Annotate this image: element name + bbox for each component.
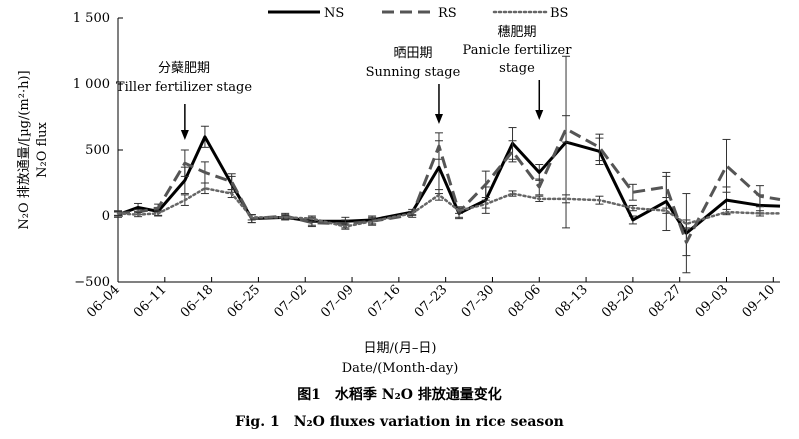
x-tick-label: 06–11 (131, 282, 170, 321)
annotation-arrowhead (180, 130, 189, 140)
y-axis-title-zh: N₂O 排放通量/[µg/(m²·h)] (17, 70, 32, 229)
annotation-zh: 晒田期 (393, 46, 432, 61)
y-axis-title-en: N₂O flux (35, 121, 50, 177)
x-tick-label: 08–20 (599, 282, 638, 321)
bs-series-line (116, 187, 782, 228)
x-tick-label: 08–13 (552, 282, 591, 321)
x-tick-label: 08–06 (505, 282, 544, 321)
x-tick-label: 07–02 (271, 282, 310, 321)
x-tick-label: 07–16 (365, 282, 404, 321)
x-axis-title-zh: 日期/(月–日) (363, 341, 436, 356)
y-tick-label: 1 500 (73, 11, 110, 26)
annotation-en: Panicle fertilizer (463, 43, 573, 58)
annotation-zh: 分蘖肥期 (158, 61, 210, 76)
annotation-arrowhead (535, 110, 544, 120)
y-tick-label: 500 (85, 143, 110, 158)
annotation-arrowhead (434, 114, 443, 124)
x-tick-label: 09–10 (740, 282, 779, 321)
y-tick-label: 0 (102, 209, 110, 224)
annotation-zh: 穗肥期 (497, 25, 536, 40)
x-tick-label: 07–09 (318, 282, 357, 321)
x-tick-label: 07–23 (412, 282, 451, 321)
legend-ns-label: NS (324, 6, 344, 21)
ns-series-line (117, 135, 781, 235)
x-tick-label: 07–30 (459, 282, 498, 321)
x-tick-label: 08–27 (646, 282, 685, 321)
y-tick-label: 1 000 (73, 77, 110, 92)
figure-caption-zh: 图1 水稻季 N₂O 排放通量变化 (297, 387, 502, 403)
annotation-en: Tiller fertilizer stage (116, 80, 252, 95)
y-tick-label: −500 (74, 275, 110, 290)
x-tick-label: 06–18 (178, 282, 217, 321)
legend-bs-label: BS (550, 6, 568, 21)
annotation-en: Sunning stage (366, 65, 461, 80)
rs-series-line (117, 127, 781, 244)
legend-rs-label: RS (438, 6, 457, 21)
x-axis-title-en: Date/(Month-day) (342, 361, 459, 376)
x-tick-label: 06–25 (225, 282, 264, 321)
x-tick-label: 09–03 (693, 282, 732, 321)
figure-caption-en: Fig. 1 N₂O fluxes variation in rice seas… (235, 414, 564, 430)
annotation-en: stage (499, 61, 535, 76)
